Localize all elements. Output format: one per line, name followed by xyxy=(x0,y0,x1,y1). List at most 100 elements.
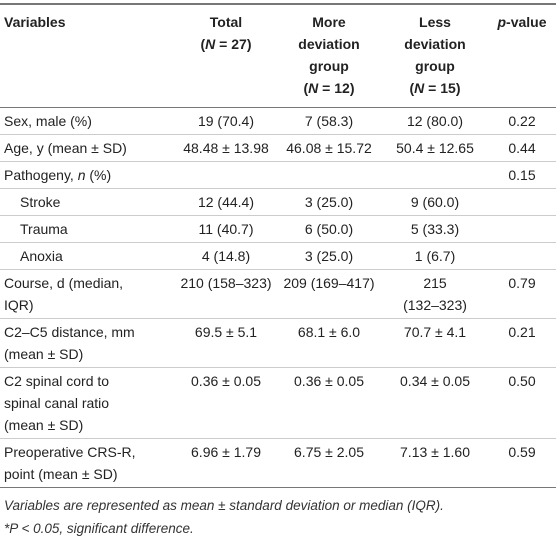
cell-line: 6 (50.0) xyxy=(304,221,354,237)
table-cell: 11 (40.7) xyxy=(176,215,276,243)
cell-line: deviation xyxy=(386,33,484,55)
footnote: *P < 0.05, significant difference. xyxy=(4,521,194,536)
italic-segment: N xyxy=(414,80,425,96)
text-segment: Total xyxy=(209,14,243,30)
row-label: C2 spinal cord to spinal canal ratio (mean… xyxy=(0,367,176,439)
text-segment: (%) xyxy=(85,167,112,183)
text-segment: = 15) xyxy=(424,80,461,96)
italic-segment: p xyxy=(497,14,507,30)
table-cell: 9 (60.0) xyxy=(382,188,488,216)
table-cell: 0.21 xyxy=(488,318,556,368)
cell-line: 6.75 ± 2.05 xyxy=(294,444,364,460)
header-row: Variables Total (N = 27) More deviation group… xyxy=(0,3,556,108)
cell-line: 7.13 ± 1.60 xyxy=(400,444,470,460)
table-row: Stroke 12 (44.4) 3 (25.0) 9 (60.0) xyxy=(0,188,556,216)
table-cell: 6.96 ± 1.79 xyxy=(176,438,276,488)
cell-line: 68.1 ± 6.0 xyxy=(297,324,361,340)
cell-line: Variables xyxy=(4,11,172,33)
footnotes: Variables are represented as mean ± stan… xyxy=(0,488,556,540)
cell-line: (N = 27) xyxy=(180,33,272,55)
italic-segment: N xyxy=(205,36,216,52)
cell-line: 0.15 xyxy=(508,167,536,183)
table-cell: 69.5 ± 5.1 xyxy=(176,318,276,368)
cell-line: p-value xyxy=(492,11,552,33)
cell-line: Age, y (mean ± SD) xyxy=(4,140,127,156)
cell-line: 7 (58.3) xyxy=(304,113,354,129)
cell-line: Anoxia xyxy=(20,248,63,264)
table-cell: 12 (80.0) xyxy=(382,107,488,135)
cell-line: 9 (60.0) xyxy=(410,194,460,210)
table-cell: 12 (44.4) xyxy=(176,188,276,216)
cell-line: 210 (158–323) xyxy=(180,275,272,291)
cell-line: 209 (169–417) xyxy=(283,275,375,291)
table-cell: 7.13 ± 1.60 xyxy=(382,438,488,488)
text-segment: deviation xyxy=(298,36,360,52)
table-row: Age, y (mean ± SD) 48.48 ± 13.98 46.08 ± 1… xyxy=(0,134,556,162)
table-row: Anoxia 4 (14.8) 3 (25.0) 1 (6.7) xyxy=(0,242,556,270)
cell-line: Preoperative CRS-R, xyxy=(4,444,136,460)
cell-line: group xyxy=(386,55,484,77)
cell-line: 1 (6.7) xyxy=(414,248,456,264)
cell-line: 48.48 ± 13.98 xyxy=(183,140,269,156)
table-row: Sex, male (%) 19 (70.4) 7 (58.3) 12 (80.0) 0… xyxy=(0,107,556,135)
table-row: Trauma 11 (40.7) 6 (50.0) 5 (33.3) xyxy=(0,215,556,243)
cell-line: 50.4 ± 12.65 xyxy=(396,140,474,156)
text-segment: ( xyxy=(200,36,206,52)
cell-line: deviation xyxy=(280,33,378,55)
table-cell: 46.08 ± 15.72 xyxy=(276,134,382,162)
table-cell: 70.7 ± 4.1 xyxy=(382,318,488,368)
row-label: Anoxia xyxy=(0,242,176,270)
text-segment: = 12) xyxy=(318,80,355,96)
table-cell xyxy=(382,161,488,189)
cell-line: 19 (70.4) xyxy=(197,113,255,129)
header-cell: More deviation group (N = 12) xyxy=(276,3,382,108)
cell-line: Stroke xyxy=(20,194,61,210)
table-body: Sex, male (%) 19 (70.4) 7 (58.3) 12 (80.0) 0… xyxy=(0,107,556,488)
table-row: Course, d (median, IQR) 210 (158–323) 209 (… xyxy=(0,269,556,319)
table-cell: 0.44 xyxy=(488,134,556,162)
table-cell: 7 (58.3) xyxy=(276,107,382,135)
table-cell: 6.75 ± 2.05 xyxy=(276,438,382,488)
cell-line: 6.96 ± 1.79 xyxy=(191,444,261,460)
text-segment: deviation xyxy=(404,36,466,52)
cell-line: Pathogeny, n (%) xyxy=(4,164,172,186)
cell-line: 3 (25.0) xyxy=(304,194,354,210)
row-label: Trauma xyxy=(0,215,176,243)
text-segment: = 27) xyxy=(215,36,252,52)
cell-line: IQR) xyxy=(4,297,34,313)
table-cell xyxy=(488,242,556,270)
cell-line: 0.59 xyxy=(508,444,536,460)
row-label: Preoperative CRS-R, point (mean ± SD) xyxy=(0,438,176,488)
cell-line: 0.36 ± 0.05 xyxy=(191,373,261,389)
table-row: Pathogeny, n (%) 0.15 xyxy=(0,161,556,189)
footnote: Variables are represented as mean ± stan… xyxy=(4,498,444,513)
cell-line: 69.5 ± 5.1 xyxy=(194,324,258,340)
cell-line: 0.21 xyxy=(508,324,536,340)
table-cell: 215 (132–323) xyxy=(382,269,488,319)
cell-line: (N = 15) xyxy=(386,77,484,99)
text-segment: Variables xyxy=(4,14,66,30)
text-segment: More xyxy=(312,14,346,30)
cell-line: C2 spinal cord to xyxy=(4,373,110,389)
table-cell xyxy=(488,188,556,216)
text-segment: -value xyxy=(506,14,547,30)
table-cell xyxy=(488,215,556,243)
table-cell: 209 (169–417) xyxy=(276,269,382,319)
cell-line: 5 (33.3) xyxy=(410,221,460,237)
row-label: Course, d (median, IQR) xyxy=(0,269,176,319)
cell-line: (132–323) xyxy=(403,297,467,313)
cell-line: 3 (25.0) xyxy=(304,248,354,264)
page: Variables Total (N = 27) More deviation group… xyxy=(0,3,556,546)
table-row: C2 spinal cord to spinal canal ratio (mean… xyxy=(0,367,556,439)
text-segment: ( xyxy=(303,80,309,96)
cell-line: (mean ± SD) xyxy=(4,346,84,362)
table-cell: 50.4 ± 12.65 xyxy=(382,134,488,162)
table-row: Preoperative CRS-R, point (mean ± SD) 6.96… xyxy=(0,438,556,488)
cell-line: Trauma xyxy=(20,221,68,237)
cell-line: C2–C5 distance, mm xyxy=(4,324,135,340)
table-cell: 3 (25.0) xyxy=(276,188,382,216)
table-cell: 3 (25.0) xyxy=(276,242,382,270)
cell-line: More xyxy=(280,11,378,33)
header-cell: Less deviation group (N = 15) xyxy=(382,3,488,108)
row-label: Pathogeny, n (%) xyxy=(0,161,176,189)
